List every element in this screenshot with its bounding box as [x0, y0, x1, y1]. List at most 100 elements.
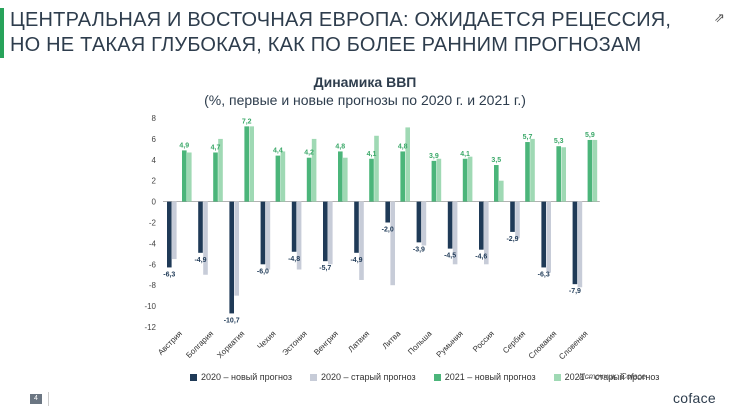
data-label: 4,7: [211, 144, 221, 151]
data-label: 3,9: [429, 153, 439, 160]
data-label: 4,1: [367, 151, 377, 158]
data-label: 4,8: [398, 143, 408, 150]
bar: [343, 157, 348, 202]
x-tick-label: Латвия: [346, 329, 371, 354]
mouse-pointer-icon: ⇗: [714, 10, 725, 25]
bar: [499, 180, 504, 202]
bar: [530, 138, 535, 202]
x-tick-label: Польша: [406, 329, 434, 357]
bar: [452, 201, 458, 265]
bar: [359, 201, 364, 280]
bar: [198, 201, 203, 253]
bar: [291, 201, 297, 252]
y-tick-label: -4: [149, 239, 157, 248]
data-label: -2,9: [506, 236, 518, 243]
coface-logo: coface: [672, 390, 716, 406]
bar: [229, 201, 234, 314]
bar: [167, 201, 172, 268]
bar: [515, 201, 520, 239]
data-label: -4,8: [288, 256, 300, 263]
y-tick-label: -10: [144, 302, 156, 311]
y-tick-label: -6: [149, 260, 157, 269]
bar: [369, 158, 374, 202]
bar: [561, 147, 566, 202]
slide-title-line2: НО НЕ ТАКАЯ ГЛУБОКАЯ, КАК ПО БОЛЕЕ РАННИ…: [10, 34, 642, 56]
x-tick-label: Сербия: [501, 329, 527, 355]
y-tick-label: 2: [152, 177, 157, 186]
data-label: 4,9: [179, 142, 189, 149]
bar: [249, 126, 254, 202]
bar: [280, 151, 286, 202]
bar: [494, 165, 499, 202]
bar: [172, 201, 177, 260]
bar: [484, 201, 489, 265]
bar: [187, 152, 192, 202]
bar: [265, 201, 271, 270]
bar: [462, 158, 468, 202]
bar: [556, 146, 561, 202]
bar: [354, 201, 359, 253]
bar: [218, 138, 223, 202]
legend-item-2021-old: 2021 – старый прогноз: [553, 372, 659, 382]
data-label: -4,9: [194, 257, 206, 264]
x-tick-label: Болгария: [184, 329, 215, 360]
y-tick-label: 4: [152, 156, 157, 165]
bar: [328, 201, 333, 265]
x-tick-label: Чехия: [255, 329, 277, 351]
bar: [244, 126, 249, 202]
legend-swatch-2020-new: [190, 373, 197, 381]
y-tick-label: 8: [152, 114, 157, 123]
data-label: 4,4: [273, 148, 283, 155]
data-label: -7,9: [569, 288, 581, 295]
source-note: Источник: Coface: [579, 372, 646, 381]
legend-label-2020-new: 2020 – новый прогноз: [201, 372, 292, 382]
bar: [436, 158, 442, 202]
bar: [296, 201, 302, 270]
data-label: 4,2: [304, 150, 314, 157]
x-tick-label: Словакия: [527, 329, 559, 361]
bar: [572, 201, 578, 285]
slide-title: ЦЕНТРАЛЬНАЯ И ВОСТОЧНАЯ ЕВРОПА: ОЖИДАЕТС…: [10, 8, 700, 58]
bar: [275, 155, 281, 202]
bar: [311, 138, 317, 202]
bar: [306, 157, 312, 202]
bar: [421, 201, 427, 246]
legend-label-2020-old: 2020 – старый прогноз: [320, 372, 416, 382]
bar: [374, 135, 379, 202]
bar: [203, 201, 208, 275]
bar: [234, 201, 239, 296]
legend-swatch-2020-old: [309, 373, 317, 381]
data-label: -6,3: [538, 271, 550, 278]
legend-item-2020-old: 2020 – старый прогноз: [309, 372, 416, 382]
bar: [479, 201, 484, 250]
data-label: 5,7: [523, 134, 533, 141]
legend-swatch-2021-new: [433, 373, 441, 381]
bar: [447, 201, 453, 249]
bar: [260, 201, 266, 265]
legend-item-2021-new: 2021 – новый прогноз: [433, 372, 536, 382]
data-label: -4,6: [475, 254, 487, 261]
legend-item-2020-new: 2020 – новый прогноз: [190, 372, 292, 382]
legend-label-2021-new: 2021 – новый прогноз: [444, 372, 536, 382]
x-tick-label: Румыния: [435, 329, 465, 359]
bar: [577, 201, 583, 288]
bar: [213, 152, 218, 202]
y-tick-label: -12: [144, 323, 156, 332]
data-label: -6,3: [163, 271, 175, 278]
bar: [510, 201, 515, 232]
bar: [541, 201, 546, 268]
data-label: -4,9: [350, 257, 362, 264]
x-tick-label: Хорватия: [215, 329, 246, 360]
data-label: -6,0: [257, 268, 269, 275]
data-label: 5,9: [585, 132, 595, 139]
data-label: -3,9: [413, 246, 425, 253]
bar: [338, 151, 343, 202]
x-tick-label: Австрия: [156, 329, 184, 357]
data-label: -4,5: [444, 253, 456, 260]
bar: [587, 139, 593, 202]
bar: [182, 150, 187, 202]
bar: [405, 127, 410, 202]
bar: [467, 156, 473, 202]
chart-legend: 2020 – новый прогноз 2020 – старый прогн…: [190, 372, 659, 382]
data-label: 5,3: [554, 138, 564, 145]
